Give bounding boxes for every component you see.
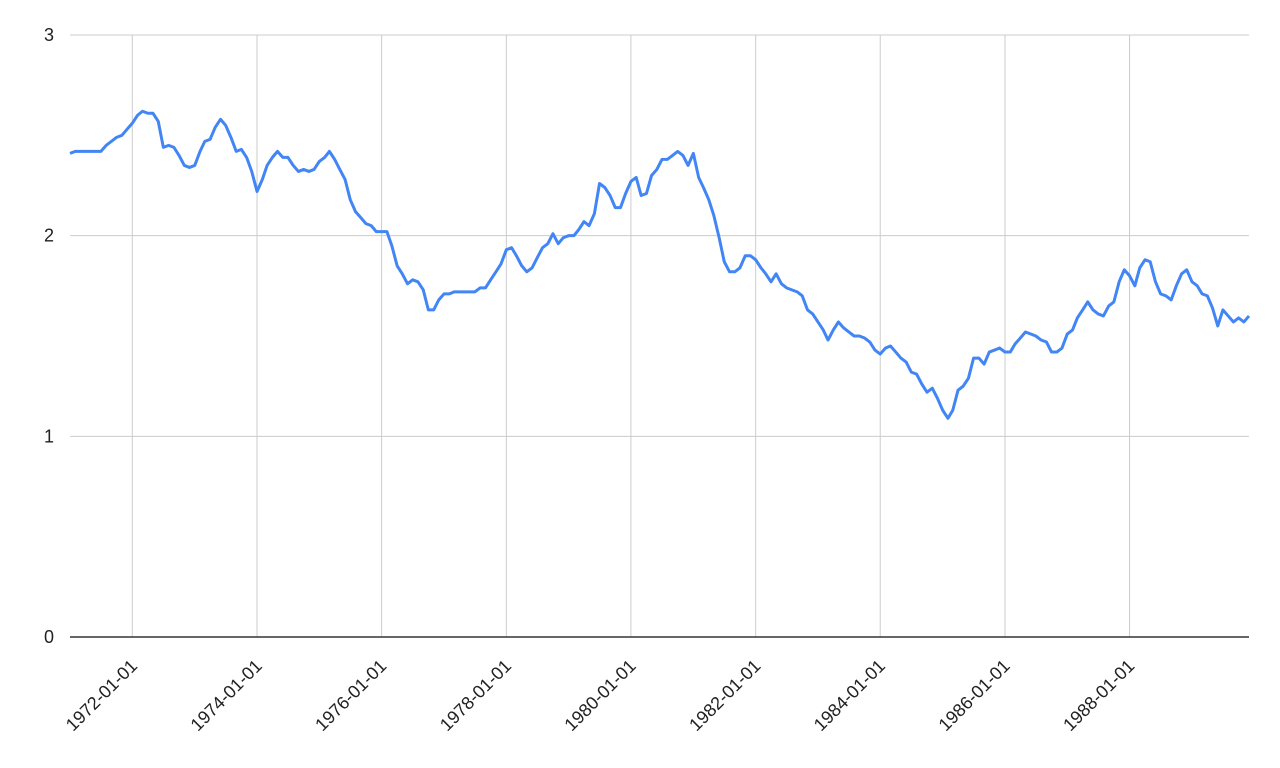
x-tick-label: 1972-01-01 [62, 656, 141, 735]
x-tick-label: 1980-01-01 [560, 656, 639, 735]
x-tick-label: 1984-01-01 [810, 656, 889, 735]
line-series [69, 109, 1251, 420]
x-tick-label: 1982-01-01 [685, 656, 764, 735]
y-tick-label: 3 [44, 25, 54, 45]
y-tick-label: 1 [44, 426, 54, 446]
x-tick-label: 1986-01-01 [935, 656, 1014, 735]
x-tick-label: 1976-01-01 [311, 656, 390, 735]
y-tick-label: 0 [44, 627, 54, 647]
y-tick-label: 2 [44, 226, 54, 246]
x-tick-label: 1978-01-01 [436, 656, 515, 735]
x-tick-label: 1988-01-01 [1059, 656, 1138, 735]
x-tick-label: 1974-01-01 [187, 656, 266, 735]
